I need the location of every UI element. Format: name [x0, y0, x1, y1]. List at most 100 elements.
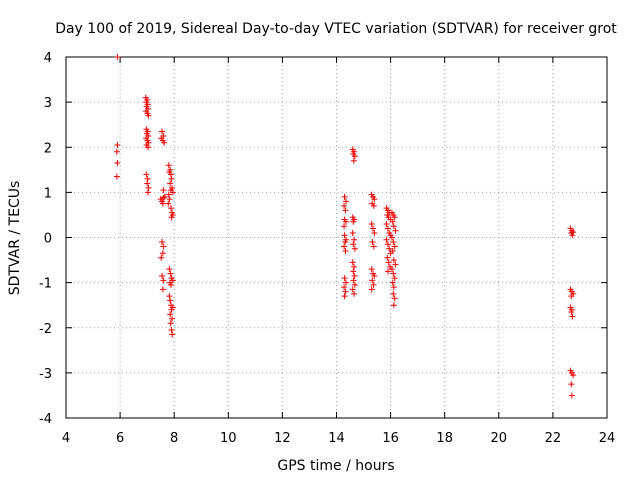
data-point	[169, 277, 176, 284]
data-point	[167, 311, 174, 318]
data-points	[113, 54, 577, 399]
data-point	[165, 162, 172, 169]
data-point	[368, 220, 375, 227]
data-point	[165, 200, 172, 207]
y-tick-label: -2	[39, 322, 52, 337]
data-point	[159, 286, 166, 293]
data-point	[169, 304, 176, 311]
data-point	[386, 245, 393, 252]
data-point	[159, 200, 166, 207]
data-point	[390, 270, 397, 277]
data-point	[144, 144, 151, 151]
x-tick-label: 12	[274, 431, 291, 446]
data-point	[168, 214, 175, 221]
data-point	[167, 270, 174, 277]
data-point	[341, 293, 348, 300]
data-point	[349, 259, 356, 266]
data-point	[568, 392, 575, 399]
x-tick-label: 16	[382, 431, 399, 446]
data-point	[351, 272, 358, 279]
data-point	[165, 191, 172, 198]
data-point	[351, 236, 358, 243]
data-point	[342, 239, 349, 246]
axis-ticks	[65, 56, 608, 419]
data-point	[166, 293, 173, 300]
data-point	[569, 232, 576, 239]
data-point	[389, 218, 396, 225]
y-tick-label: -1	[39, 277, 52, 292]
data-point	[145, 184, 152, 191]
y-tick-label: 2	[44, 141, 52, 156]
x-tick-label: 8	[170, 431, 178, 446]
data-point	[369, 239, 376, 246]
data-point	[341, 202, 348, 209]
data-point	[166, 266, 173, 273]
y-tick-label: 0	[44, 232, 52, 247]
data-point	[568, 381, 575, 388]
data-point	[350, 157, 357, 164]
data-point	[114, 160, 121, 167]
data-point	[160, 277, 167, 284]
data-point	[159, 250, 166, 257]
data-point	[113, 148, 120, 155]
x-tick-label: 10	[220, 431, 237, 446]
data-point	[350, 241, 357, 248]
y-tick-label: -4	[39, 412, 52, 427]
data-point	[341, 275, 348, 282]
data-point	[342, 288, 349, 295]
data-point	[350, 277, 357, 284]
data-point	[568, 293, 575, 300]
data-point	[342, 248, 349, 255]
data-point	[167, 297, 174, 304]
data-point	[389, 279, 396, 286]
data-point	[569, 313, 576, 320]
data-point	[385, 259, 392, 266]
data-point	[342, 218, 349, 225]
y-axis-label: SDTVAR / TECUs	[7, 181, 23, 296]
data-point	[370, 202, 377, 209]
data-point	[351, 245, 358, 252]
data-point	[160, 187, 167, 194]
data-point	[384, 225, 391, 232]
data-point	[167, 205, 174, 212]
data-point	[391, 214, 398, 221]
data-point	[349, 229, 356, 236]
data-point	[167, 171, 174, 178]
data-point	[160, 243, 167, 250]
data-point	[342, 198, 349, 205]
data-point	[143, 171, 150, 178]
data-point	[390, 257, 397, 264]
data-point	[369, 277, 376, 284]
data-point	[114, 141, 121, 148]
data-point	[368, 286, 375, 293]
x-tick-label: 4	[62, 431, 70, 446]
data-point	[341, 243, 348, 250]
data-point	[158, 254, 165, 261]
data-point	[349, 286, 356, 293]
data-point	[341, 232, 348, 239]
data-point	[159, 239, 166, 246]
data-point	[392, 227, 399, 234]
x-tick-label: 22	[545, 431, 562, 446]
data-point	[159, 272, 166, 279]
data-point	[390, 223, 397, 230]
data-point	[371, 229, 378, 236]
data-point	[370, 243, 377, 250]
data-point	[370, 225, 377, 232]
data-point	[168, 175, 175, 182]
data-point	[351, 290, 358, 297]
data-point	[167, 320, 174, 327]
data-point	[370, 281, 377, 288]
data-point	[144, 175, 151, 182]
data-point	[383, 236, 390, 243]
data-point	[384, 241, 391, 248]
data-point	[388, 266, 395, 273]
x-tick-label: 24	[599, 431, 616, 446]
data-point	[390, 302, 397, 309]
data-point	[114, 54, 121, 60]
data-point	[166, 196, 173, 203]
y-tick-label: 3	[44, 96, 52, 111]
data-point	[351, 281, 358, 288]
